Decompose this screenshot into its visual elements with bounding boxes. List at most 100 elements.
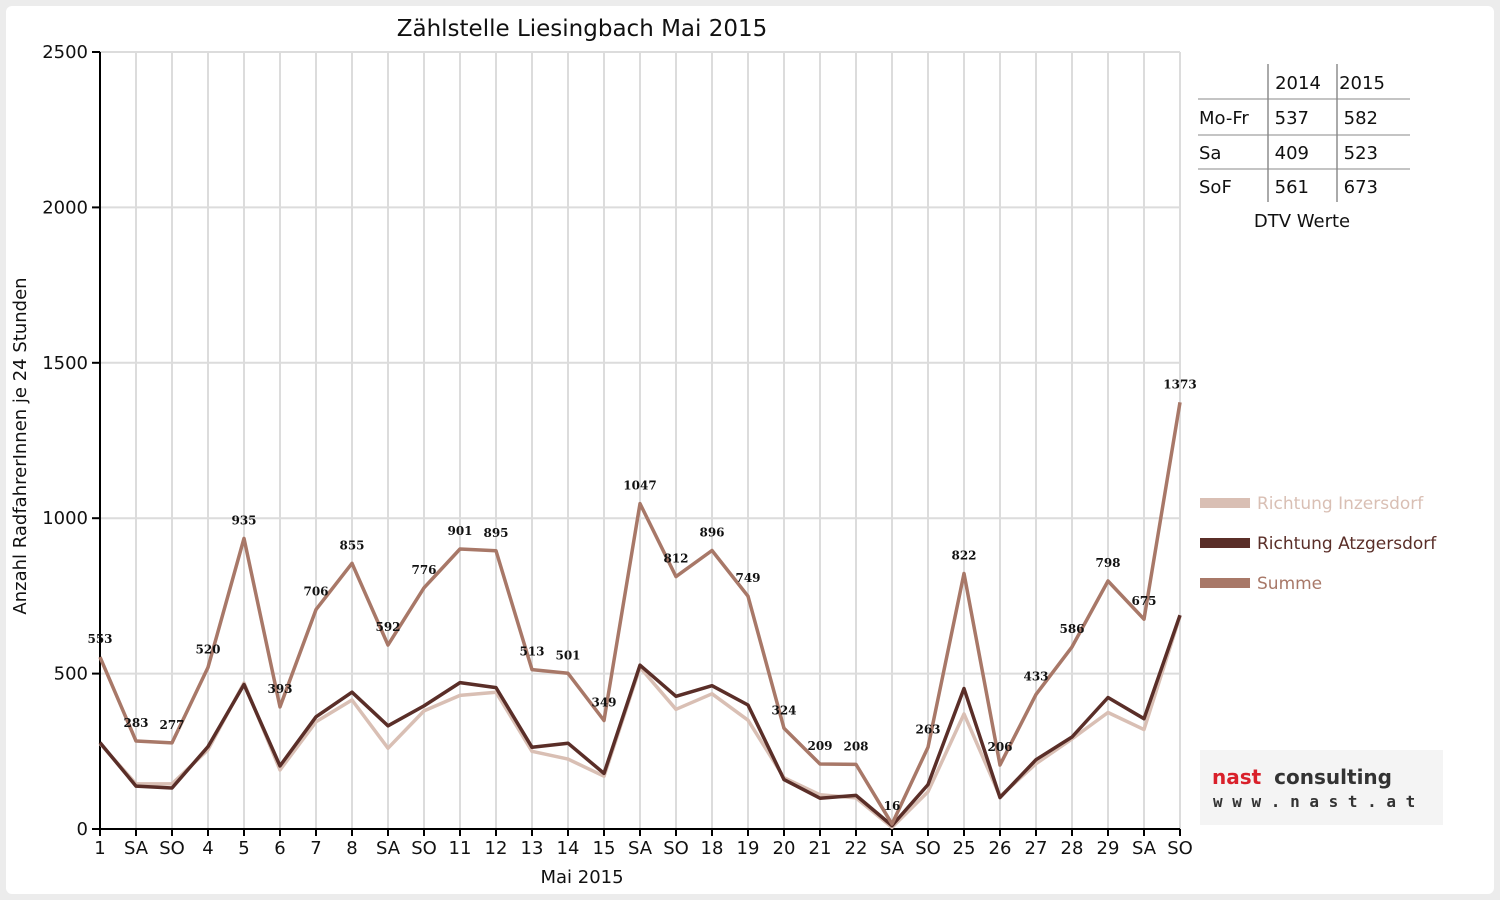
- data-label: 675: [1131, 594, 1156, 608]
- x-tick-label: 7: [310, 838, 321, 859]
- logo-url: w w w . n a s t . a t: [1213, 792, 1415, 811]
- x-tick-label: 4: [202, 838, 213, 859]
- series-lines: [98, 402, 1182, 830]
- table-header-2015: 2015: [1339, 73, 1385, 94]
- series-line-richtung-atzgersdorf: [98, 614, 1182, 828]
- grid-lines: [100, 51, 1181, 829]
- x-tick-label: 26: [989, 838, 1012, 859]
- x-tick-label: 28: [1061, 838, 1084, 859]
- nast-consulting-logo: nast consulting w w w . n a s t . a t: [1200, 750, 1443, 825]
- data-label: 520: [195, 642, 220, 656]
- chart-title: Zählstelle Liesingbach Mai 2015: [397, 16, 768, 42]
- x-tick-label: SA: [376, 838, 401, 859]
- legend-swatch: [1200, 578, 1250, 588]
- x-tick-label: 14: [557, 838, 580, 859]
- data-label: 706: [303, 585, 328, 599]
- y-tick-label: 2500: [42, 42, 88, 63]
- x-tick-label: 21: [809, 838, 832, 859]
- x-tick-label: 12: [485, 838, 508, 859]
- data-label: 855: [339, 538, 364, 552]
- table-cell: 561: [1275, 177, 1309, 198]
- data-label: 896: [699, 526, 724, 540]
- legend-label: Richtung Inzersdorf: [1257, 494, 1424, 514]
- table-cell: 537: [1275, 108, 1309, 129]
- data-label: 283: [123, 716, 148, 730]
- axes: [92, 51, 1181, 836]
- y-tick-label: 1000: [42, 508, 88, 529]
- x-tick-label: 19: [737, 838, 760, 859]
- data-label: 324: [771, 703, 796, 717]
- y-tick-label: 500: [54, 664, 88, 685]
- logo-brand: nast consulting: [1212, 765, 1392, 789]
- data-label: 935: [231, 513, 256, 527]
- data-label: 206: [987, 740, 1012, 754]
- x-tick-label: 6: [274, 838, 285, 859]
- data-label: 433: [1023, 669, 1048, 683]
- x-tick-label: 1: [94, 838, 105, 859]
- chart-panel: Zählstelle Liesingbach Mai 2015 0 500 1000…: [6, 6, 1494, 894]
- table-row-label-sof: SoF: [1199, 177, 1232, 198]
- data-label: 208: [843, 739, 868, 753]
- logo-brand-second: consulting: [1274, 765, 1392, 789]
- x-tick-label: SO: [159, 838, 185, 859]
- x-tick-label: SA: [880, 838, 905, 859]
- y-tick-label: 2000: [42, 197, 88, 218]
- legend: Richtung Inzersdorf Richtung Atzgersdorf S…: [1200, 494, 1437, 594]
- x-tick-label: 5: [238, 838, 249, 859]
- data-label: 812: [663, 552, 688, 566]
- x-tick-label: 22: [845, 838, 868, 859]
- data-label: 1373: [1163, 377, 1196, 391]
- data-label: 209: [807, 739, 832, 753]
- x-tick-label: SO: [915, 838, 941, 859]
- x-tick-label: 11: [449, 838, 472, 859]
- x-tick-label: SO: [663, 838, 689, 859]
- x-tick-label: 27: [1025, 838, 1048, 859]
- table-row-label-mofr: Mo-Fr: [1199, 108, 1249, 129]
- table-caption: DTV Werte: [1254, 211, 1350, 232]
- legend-label: Richtung Atzgersdorf: [1257, 534, 1437, 554]
- data-label: 749: [735, 571, 760, 585]
- legend-label: Summe: [1257, 574, 1322, 594]
- data-label: 822: [951, 549, 976, 563]
- data-label: 513: [519, 645, 544, 659]
- table-cell: 409: [1275, 143, 1309, 164]
- y-tick-label: 0: [77, 819, 88, 840]
- data-label: 895: [483, 526, 508, 540]
- data-labels: 553 283 277 520 935 393 706 855 592 776 901 895 513 5…: [87, 377, 1196, 813]
- x-tick-label: SA: [628, 838, 653, 859]
- data-label: 776: [411, 563, 436, 577]
- line-chart: Zählstelle Liesingbach Mai 2015 0 500 1000…: [10, 16, 1443, 888]
- x-tick-labels: 1 SA SO 4 5 6 7 8 SA SO 11 12 13 14 15 SA SO 18 19 20 21 22 SA…: [94, 838, 1193, 859]
- x-tick-label: SA: [1132, 838, 1157, 859]
- x-tick-label: 13: [521, 838, 544, 859]
- x-axis-label: Mai 2015: [540, 867, 623, 888]
- x-tick-label: SO: [411, 838, 437, 859]
- table-header-2014: 2014: [1275, 73, 1321, 94]
- data-label: 16: [884, 799, 901, 813]
- series-line-summe: [98, 402, 1182, 826]
- logo-brand-first: nast: [1212, 765, 1262, 789]
- data-label: 798: [1095, 556, 1120, 570]
- legend-swatch: [1200, 498, 1250, 508]
- dtv-table: 2014 2015 Mo-Fr 537 582 Sa 409 523 SoF 5…: [1198, 64, 1410, 232]
- x-tick-label: 15: [593, 838, 616, 859]
- x-tick-label: 8: [346, 838, 357, 859]
- x-tick-label: 25: [953, 838, 976, 859]
- data-label: 901: [447, 524, 472, 538]
- legend-swatch: [1200, 538, 1250, 548]
- table-cell: 523: [1344, 143, 1378, 164]
- table-cell: 673: [1344, 177, 1378, 198]
- x-tick-label: SA: [124, 838, 149, 859]
- data-label: 349: [591, 696, 616, 710]
- data-label: 586: [1059, 622, 1084, 636]
- y-axis-label: Anzahl RadfahrerInnen je 24 Stunden: [10, 277, 31, 614]
- x-tick-label: SO: [1167, 838, 1193, 859]
- data-label: 263: [915, 722, 940, 736]
- table-row-label-sa: Sa: [1199, 143, 1221, 164]
- data-label: 393: [267, 682, 292, 696]
- y-tick-labels: 0 500 1000 1500 2000 2500: [42, 42, 88, 840]
- table-cell: 582: [1344, 108, 1378, 129]
- data-label: 277: [159, 718, 184, 732]
- data-label: 553: [87, 632, 112, 646]
- x-tick-label: 29: [1097, 838, 1120, 859]
